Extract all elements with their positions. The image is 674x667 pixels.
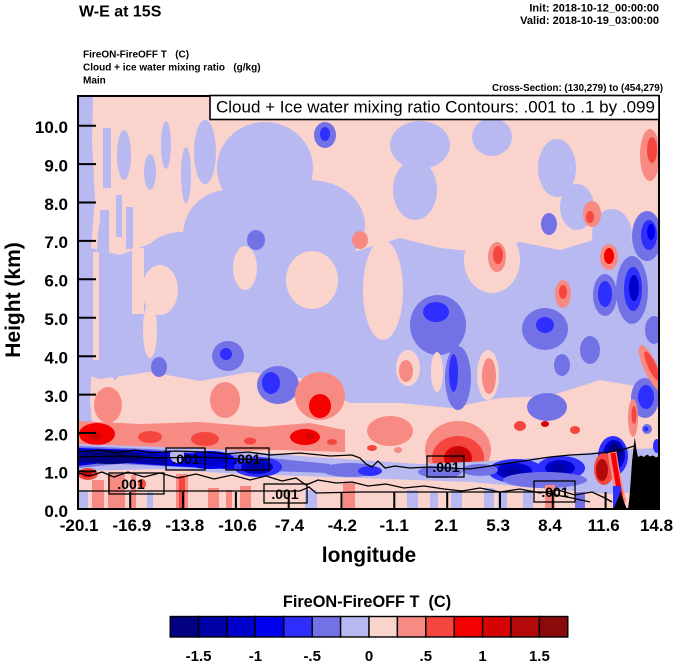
svg-text:.5: .5 (420, 648, 433, 665)
svg-text:-4.2: -4.2 (328, 516, 357, 535)
svg-text:7.0: 7.0 (44, 233, 68, 252)
svg-text:0: 0 (365, 648, 373, 665)
svg-text:-1.1: -1.1 (380, 516, 409, 535)
svg-text:2.0: 2.0 (44, 425, 68, 444)
svg-text:5.3: 5.3 (486, 516, 510, 535)
svg-text:.001: .001 (432, 459, 459, 475)
svg-text:FireON-FireOFF T (C): FireON-FireOFF T (C) (283, 593, 451, 611)
svg-text:FireON-FireOFF T (C): FireON-FireOFF T (C) (83, 50, 189, 61)
svg-text:.001: .001 (541, 484, 568, 500)
svg-text:Height (km): Height (km) (2, 242, 25, 358)
svg-text:Main: Main (83, 76, 106, 87)
svg-text:8.4: 8.4 (538, 516, 562, 535)
svg-text:longitude: longitude (322, 544, 416, 567)
svg-text:1: 1 (478, 648, 486, 665)
svg-text:8.0: 8.0 (44, 195, 68, 214)
svg-text:Cloud + ice water mixing ratio: Cloud + ice water mixing ratio (g/kg) (83, 63, 261, 74)
svg-text:1.0: 1.0 (44, 464, 68, 483)
svg-text:-16.9: -16.9 (113, 516, 152, 535)
svg-text:-7.4: -7.4 (275, 516, 305, 535)
svg-text:10.0: 10.0 (35, 118, 68, 137)
svg-text:-1.5: -1.5 (186, 648, 212, 665)
svg-text:-1: -1 (249, 648, 262, 665)
svg-text:5.0: 5.0 (44, 310, 68, 329)
svg-text:2.1: 2.1 (434, 516, 458, 535)
svg-text:4.0: 4.0 (44, 349, 68, 368)
svg-text:.001: .001 (233, 451, 260, 467)
svg-text:9.0: 9.0 (44, 156, 68, 175)
svg-text:0.0: 0.0 (44, 502, 68, 521)
svg-text:-10.6: -10.6 (218, 516, 257, 535)
svg-text:-13.8: -13.8 (165, 516, 204, 535)
svg-text:6.0: 6.0 (44, 272, 68, 291)
svg-text:Cloud + Ice water mixing ratio: Cloud + Ice water mixing ratio Contours:… (216, 98, 655, 117)
svg-text:.001: .001 (117, 476, 144, 492)
svg-text:W-E at 15S: W-E at 15S (79, 4, 162, 21)
svg-text:14.8: 14.8 (640, 516, 673, 535)
svg-text:3.0: 3.0 (44, 387, 68, 406)
svg-text:1.5: 1.5 (529, 648, 550, 665)
svg-text:.001: .001 (271, 486, 298, 502)
svg-text:Init: 2018-10-12_00:00:00: Init: 2018-10-12_00:00:00 (529, 3, 659, 15)
svg-text:Valid: 2018-10-19_03:00:00: Valid: 2018-10-19_03:00:00 (520, 15, 659, 27)
svg-text:Cross-Section: (130,279) to (4: Cross-Section: (130,279) to (454,279) (492, 83, 663, 94)
svg-text:-.5: -.5 (303, 648, 321, 665)
svg-text:-20.1: -20.1 (60, 516, 99, 535)
svg-text:.001: .001 (172, 451, 199, 467)
svg-text:11.6: 11.6 (588, 516, 620, 535)
